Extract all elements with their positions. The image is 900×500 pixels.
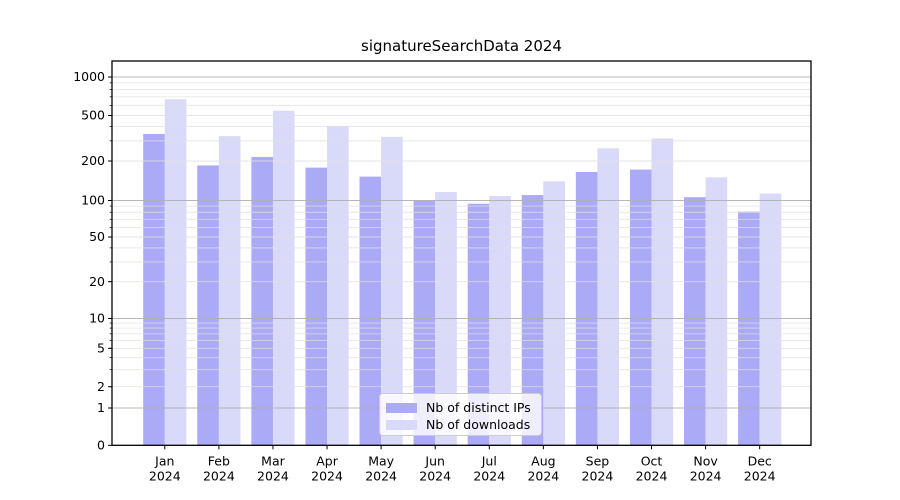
svg-text:Nov: Nov: [693, 454, 718, 469]
svg-text:2024: 2024: [527, 469, 559, 484]
bars-layer: [143, 99, 782, 446]
svg-text:Jan: Jan: [154, 454, 174, 469]
svg-text:2024: 2024: [582, 469, 614, 484]
svg-text:Jul: Jul: [481, 454, 497, 469]
tick-marks: [108, 76, 761, 450]
svg-text:10: 10: [89, 311, 105, 326]
svg-text:100: 100: [81, 193, 105, 208]
svg-text:1000: 1000: [73, 69, 105, 84]
svg-text:Jun: Jun: [424, 454, 445, 469]
svg-text:Dec: Dec: [748, 454, 772, 469]
svg-text:20: 20: [89, 274, 105, 289]
svg-text:Mar: Mar: [261, 454, 285, 469]
svg-text:2024: 2024: [473, 469, 505, 484]
svg-text:5: 5: [97, 341, 105, 356]
svg-text:May: May: [368, 454, 394, 469]
svg-text:2024: 2024: [636, 469, 668, 484]
svg-text:Aug: Aug: [531, 454, 555, 469]
legend-label-downloads: Nb of downloads: [426, 417, 531, 432]
svg-text:2024: 2024: [744, 469, 776, 484]
legend-label-distinct-ips: Nb of distinct IPs: [426, 400, 531, 415]
svg-text:2024: 2024: [203, 469, 235, 484]
legend: Nb of distinct IPs Nb of downloads: [379, 393, 542, 436]
legend-entry-downloads: Nb of downloads: [386, 416, 541, 433]
minor-gridlines: [112, 82, 811, 388]
svg-text:2: 2: [97, 379, 105, 394]
svg-text:50: 50: [89, 229, 105, 244]
svg-text:0: 0: [97, 438, 105, 453]
legend-entry-distinct-ips: Nb of distinct IPs: [386, 399, 541, 416]
svg-text:2024: 2024: [257, 469, 289, 484]
svg-text:2024: 2024: [419, 469, 451, 484]
y-axis-labels: 0 1 2 5 10 20 50 100 200 500 1000: [73, 69, 105, 452]
svg-text:500: 500: [81, 108, 105, 123]
svg-text:2024: 2024: [365, 469, 397, 484]
svg-text:2024: 2024: [690, 469, 722, 484]
chart-title: signatureSearchData 2024: [361, 37, 562, 55]
svg-text:2024: 2024: [149, 469, 181, 484]
svg-text:Oct: Oct: [641, 454, 663, 469]
axes-frame: [111, 60, 812, 446]
legend-swatch-downloads: [386, 419, 417, 430]
svg-text:2024: 2024: [311, 469, 343, 484]
svg-text:200: 200: [81, 153, 105, 168]
svg-text:1: 1: [97, 400, 105, 415]
svg-text:Apr: Apr: [316, 454, 338, 469]
svg-text:Sep: Sep: [586, 454, 610, 469]
legend-swatch-distinct-ips: [386, 402, 417, 413]
x-axis-labels: Jan2024Feb2024Mar2024Apr2024May2024Jun20…: [149, 454, 776, 484]
svg-text:Feb: Feb: [208, 454, 230, 469]
